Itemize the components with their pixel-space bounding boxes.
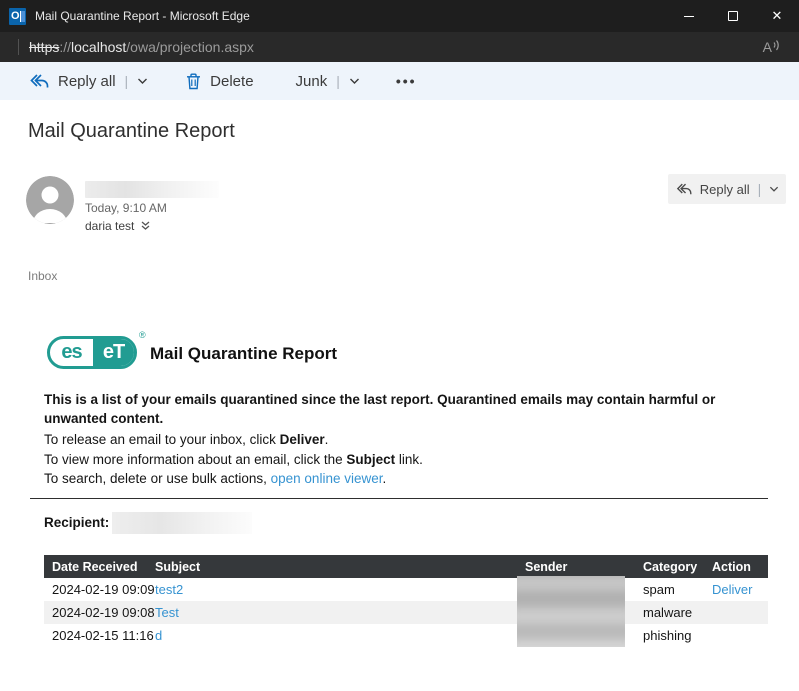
sender-column-redacted	[517, 576, 625, 647]
page-title: Mail Quarantine Report	[28, 120, 235, 142]
table-row: 2024-02-15 11:16 d phishing	[44, 624, 768, 647]
delete-label: Delete	[210, 72, 254, 90]
subject-link[interactable]: Test	[155, 605, 179, 620]
date-cell: 2024-02-15 11:16	[52, 628, 154, 643]
window-title: Mail Quarantine Report - Microsoft Edge	[35, 9, 250, 23]
deliver-link[interactable]: Deliver	[712, 582, 753, 597]
category-cell: phishing	[643, 628, 692, 643]
subject-link[interactable]: d	[155, 628, 163, 643]
category-cell: malware	[643, 605, 693, 620]
sender-name-redacted	[85, 181, 219, 198]
url-scheme: https	[29, 39, 60, 55]
message-timestamp: Today, 9:10 AM	[85, 201, 167, 215]
junk-command[interactable]: Junk |	[296, 73, 360, 90]
category-cell: spam	[643, 582, 675, 597]
date-cell: 2024-02-19 09:08	[52, 605, 155, 620]
instruction-line-subject: To view more information about an email,…	[44, 451, 423, 467]
recipient-email-redacted	[112, 512, 252, 534]
person-silhouette-icon	[26, 176, 74, 224]
chevron-down-icon[interactable]	[769, 186, 779, 193]
eset-logo: es eT	[47, 336, 137, 369]
split-separator: |	[336, 73, 340, 89]
col-header-sender: Sender	[525, 559, 568, 574]
url-path: /owa/projection.aspx	[126, 39, 254, 55]
folder-label: Inbox	[28, 269, 58, 283]
quarantine-table: Date Received Subject Sender Category Ac…	[44, 555, 768, 647]
close-button[interactable]: ✕	[771, 8, 783, 23]
minimize-button[interactable]	[667, 0, 711, 32]
table-header-row: Date Received Subject Sender Category Ac…	[44, 555, 768, 578]
table-row: 2024-02-19 09:09 test2 spam Deliver	[44, 578, 768, 601]
split-separator: |	[124, 73, 129, 89]
report-instructions: To release an email to your inbox, click…	[44, 430, 423, 489]
delete-command[interactable]: Delete	[186, 72, 254, 90]
url-host: localhost	[71, 39, 127, 55]
recipient-name: daria test	[85, 219, 135, 233]
sender-avatar[interactable]	[26, 176, 74, 224]
subject-link[interactable]: test2	[155, 582, 184, 597]
reply-all-icon	[30, 74, 49, 88]
col-header-date: Date Received	[52, 559, 138, 574]
double-chevron-down-icon	[141, 221, 150, 230]
sender-column-blur-fill	[517, 576, 625, 647]
eset-logo-right-text: eT	[93, 339, 134, 366]
reply-all-icon	[676, 183, 692, 195]
open-online-viewer-link[interactable]: open online viewer	[270, 471, 383, 486]
col-header-subject: Subject	[155, 559, 201, 574]
outlook-envelope-flap	[20, 10, 25, 22]
page-url: https://localhost/owa/projection.aspx	[29, 39, 254, 55]
col-header-category: Category	[643, 559, 698, 574]
reply-all-command[interactable]: Reply all |	[28, 73, 148, 90]
read-aloud-letter: A	[762, 39, 772, 55]
col-header-action: Action	[712, 559, 751, 574]
trash-icon	[187, 73, 201, 89]
outlook-app-icon: O	[9, 7, 26, 25]
table-row: 2024-02-19 09:08 Test malware	[44, 601, 768, 624]
address-bar-divider	[18, 39, 19, 55]
report-intro-text: This is a list of your emails quarantine…	[44, 392, 716, 426]
date-cell: 2024-02-19 09:09	[52, 582, 155, 597]
report-divider	[30, 498, 768, 499]
chevron-down-icon[interactable]	[349, 78, 360, 85]
read-aloud-button[interactable]: A	[763, 39, 781, 55]
recipient-expander[interactable]: daria test	[85, 219, 150, 233]
maximize-icon	[728, 11, 738, 21]
reply-all-header-button[interactable]: Reply all |	[668, 174, 786, 204]
recipient-field-label: Recipient:	[44, 515, 110, 530]
url-separator: ://	[59, 39, 72, 55]
eset-logo-left-text: es	[61, 341, 82, 363]
chevron-down-icon[interactable]	[137, 78, 148, 85]
report-heading: Mail Quarantine Report	[150, 344, 338, 363]
minimize-icon	[684, 15, 694, 17]
reply-all-button-label: Reply all	[699, 181, 750, 197]
more-actions-button[interactable]: •••	[395, 73, 417, 89]
sound-waves-icon	[773, 40, 779, 51]
instruction-line-deliver: To release an email to your inbox, click…	[44, 432, 329, 447]
reply-all-label: Reply all	[58, 72, 116, 90]
mail-command-bar: Reply all | Delete Junk | •••	[0, 62, 799, 100]
split-separator: |	[757, 181, 762, 197]
window-controls: ✕	[667, 0, 799, 32]
instruction-line-viewer: To search, delete or use bulk actions, o…	[44, 471, 387, 486]
junk-label: Junk	[295, 72, 328, 90]
address-bar[interactable]: https://localhost/owa/projection.aspx A	[0, 32, 799, 62]
maximize-button[interactable]	[711, 0, 755, 32]
outlook-letter: O	[11, 9, 20, 22]
title-bar: O Mail Quarantine Report - Microsoft Edg…	[0, 0, 799, 32]
registered-trademark-symbol: ®	[139, 330, 146, 340]
